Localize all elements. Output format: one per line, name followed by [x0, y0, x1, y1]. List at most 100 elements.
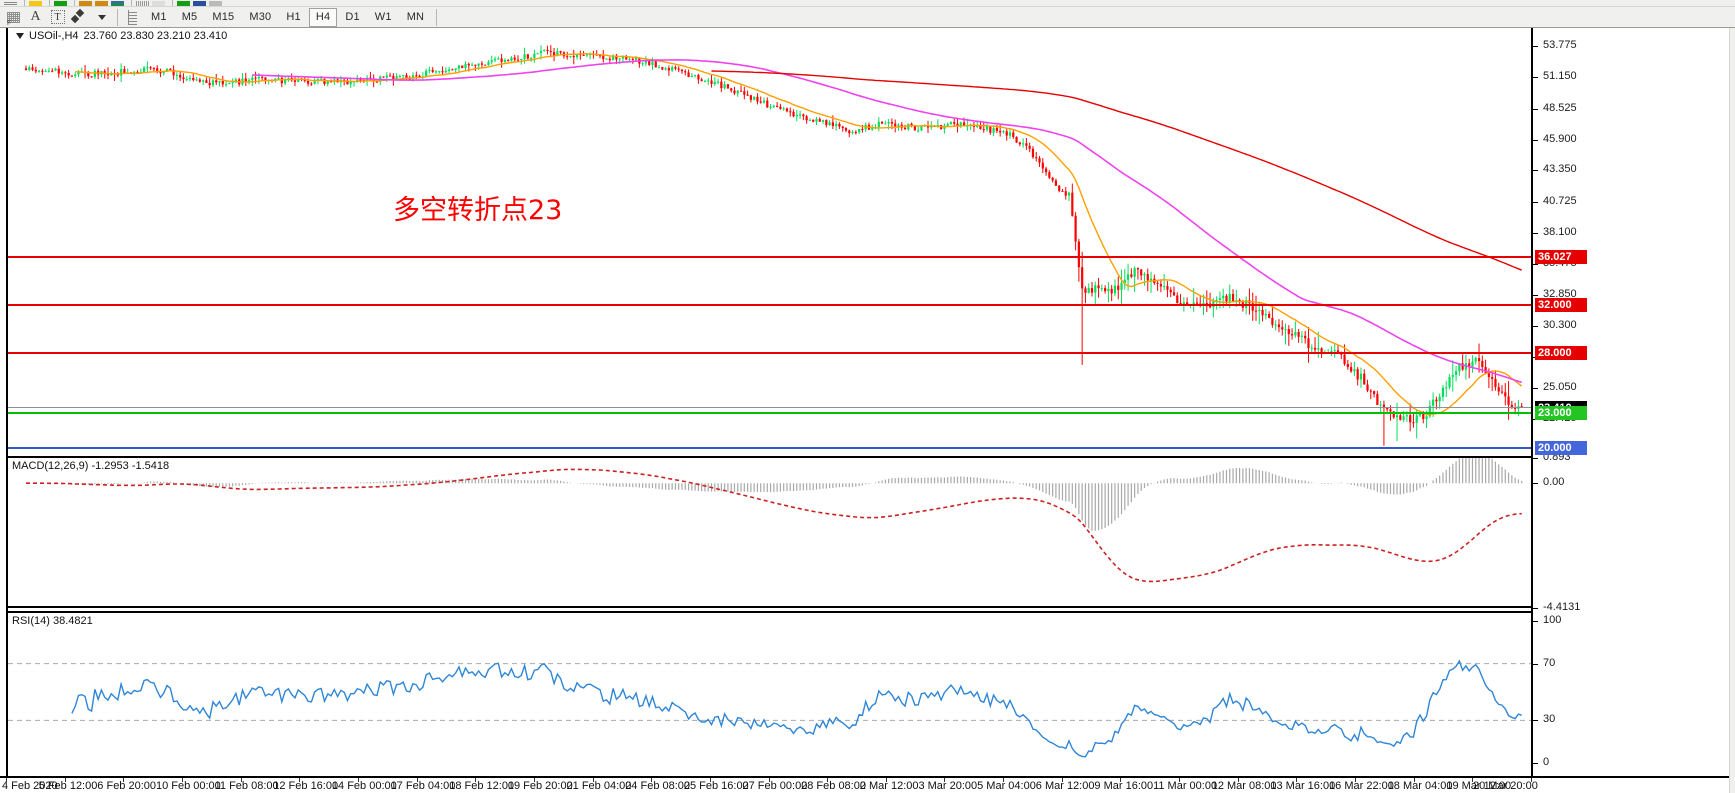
- time-axis-tick: [123, 778, 125, 782]
- timeframe-button-m15[interactable]: M15: [212, 11, 235, 23]
- macd-pane[interactable]: MACD(12,26,9) -1.2953 -1.5418: [8, 456, 1531, 608]
- timeframe-button-mn[interactable]: MN: [406, 11, 425, 23]
- time-axis-label: 16 Mar 22:00: [1329, 780, 1394, 792]
- price-tick-label: 32.850: [1543, 288, 1577, 301]
- time-axis-label: 18 Feb 12:00: [449, 780, 515, 792]
- price-tag-20-000[interactable]: 20.000: [1535, 441, 1587, 456]
- text-A-icon[interactable]: A: [30, 9, 41, 24]
- macd-tick-label: 0.00: [1543, 476, 1565, 489]
- price-tag-28-000[interactable]: 28.000: [1535, 346, 1587, 360]
- macd-tick-mark: [1533, 483, 1538, 485]
- level-line-36027[interactable]: [8, 256, 1531, 259]
- macd-tick-mark: [1533, 608, 1538, 609]
- rsi-tick-label: 70: [1543, 656, 1556, 669]
- time-axis-tick: [768, 778, 770, 782]
- symbol-label: USOil-,H4: [29, 30, 79, 42]
- time-axis[interactable]: 4 Feb 2020 5 Feb 12:00 6 Feb 20:00 10 Feb 0…: [0, 776, 1735, 793]
- grid-F-icon[interactable]: F: [3, 8, 24, 27]
- price-tick-mark: [1533, 170, 1538, 172]
- rsi-pane[interactable]: RSI(14) 38.4821: [8, 611, 1531, 771]
- rsi-tick-label: 100: [1543, 614, 1562, 626]
- toolbar-icon-indicator[interactable]: [193, 1, 206, 6]
- time-axis-tick: [827, 778, 829, 782]
- chart-annotation-text: 多空转折点23: [393, 195, 563, 226]
- timeframe-button-h4[interactable]: H4: [308, 7, 338, 27]
- chevron-down-icon[interactable]: [16, 33, 24, 39]
- time-axis-label: 13 Mar 16:00: [1270, 780, 1336, 792]
- price-tick-label: 51.150: [1543, 70, 1577, 83]
- level-line-20000[interactable]: [8, 447, 1531, 450]
- time-axis-tick: [1472, 778, 1474, 782]
- toolbar-icon-crosshair[interactable]: [4, 1, 17, 6]
- price-tick-mark: [1533, 77, 1538, 79]
- time-axis-label: 28 Feb 08:00: [801, 780, 866, 792]
- time-axis-tick: [1003, 778, 1005, 782]
- toolbar-icon-bars[interactable]: [54, 1, 67, 6]
- toolbar-icon-area[interactable]: [95, 1, 108, 6]
- period-separator-icon[interactable]: [122, 8, 143, 27]
- ma-short-orange: [75, 53, 1523, 416]
- price-tag-32-000[interactable]: 32.000: [1535, 298, 1587, 313]
- rsi-tick-mark: [1533, 763, 1538, 764]
- level-line-23000[interactable]: [8, 411, 1531, 414]
- timeframe-button-m1[interactable]: M1: [151, 11, 167, 23]
- price-tag-36-027[interactable]: 36.027: [1535, 250, 1587, 265]
- price-tick-mark: [1533, 108, 1538, 110]
- time-axis-tick: [6, 778, 7, 782]
- timeframe-button-d1[interactable]: D1: [345, 11, 360, 23]
- time-axis-label: 20 Mar 20:00: [1473, 780, 1538, 792]
- time-axis-tick: [1355, 778, 1357, 782]
- timeframe-button-h1[interactable]: H1: [286, 11, 301, 23]
- toolbar-icon-line[interactable]: [79, 1, 92, 6]
- timeframe-button-m5[interactable]: M5: [181, 11, 198, 23]
- macd-signal-line: [26, 468, 1522, 583]
- toolbar-icon-template[interactable]: [209, 1, 222, 6]
- rsi-tick-label: 0: [1543, 756, 1550, 768]
- text-label-icon[interactable]: T: [47, 8, 68, 27]
- timeframe-button-w1[interactable]: W1: [374, 11, 392, 23]
- time-axis-label: 3 Mar 20:00: [918, 780, 978, 792]
- ma-long-red: [711, 70, 1522, 271]
- toolbar-icon-cursor[interactable]: [29, 1, 42, 6]
- dropdown-caret-icon[interactable]: [91, 8, 112, 27]
- price-scale[interactable]: 53.775 51.150 48.525 45.900 43.350 40.725 38.1…: [1533, 28, 1735, 793]
- price-pane[interactable]: USOil-,H4 23.760 23.830 23.210 23.410 多空…: [8, 28, 1531, 453]
- objects-icon[interactable]: [69, 8, 90, 27]
- time-axis-tick: [1061, 778, 1063, 782]
- level-line-32000[interactable]: [8, 304, 1531, 307]
- price-tick-mark: [1533, 201, 1538, 203]
- time-axis-tick: [1120, 778, 1122, 782]
- time-axis-tick: [64, 778, 66, 782]
- rsi-title: RSI(14) 38.4821: [12, 615, 93, 627]
- vertical-scrollbar[interactable]: [1729, 28, 1735, 793]
- macd-series-svg: [26, 458, 1523, 583]
- toolbar-icon-grid[interactable]: [136, 1, 149, 6]
- time-axis-tick: [1531, 778, 1532, 782]
- price-tick-mark: [1533, 419, 1538, 421]
- plot-right-border: [1531, 28, 1533, 776]
- price-tag-23-000[interactable]: 23.000: [1535, 405, 1587, 420]
- time-axis-tick: [1413, 778, 1415, 782]
- time-axis-tick: [357, 778, 359, 782]
- level-line-28000[interactable]: [8, 352, 1531, 354]
- time-axis-tick: [944, 778, 946, 782]
- upper-toolbar-strip: [0, 0, 1735, 7]
- timeframe-button-m30[interactable]: M30: [249, 11, 272, 23]
- symbol-ohlc: 23.760 23.830 23.210 23.410: [83, 30, 228, 42]
- toolbar-icon-zoom[interactable]: [111, 1, 124, 6]
- toolbar-icon-ohlc[interactable]: [152, 1, 165, 6]
- price-series-svg: [24, 45, 1523, 446]
- time-axis-tick: [592, 778, 594, 782]
- time-axis-label: 10 Feb 00:00: [155, 780, 221, 792]
- toolbar-icon-candles[interactable]: [177, 1, 190, 6]
- rsi-tick-mark: [1533, 720, 1538, 722]
- time-axis-label: 19 Feb 20:00: [507, 780, 573, 792]
- time-axis-label: 9 Mar 16:00: [1094, 780, 1154, 792]
- time-axis-label: 19 Mar 12:00: [1446, 780, 1512, 792]
- time-axis-label: 6 Mar 12:00: [1035, 780, 1095, 792]
- symbol-bar[interactable]: USOil-,H4 23.760 23.830 23.210 23.410: [16, 30, 227, 42]
- price-tick-label: 40.725: [1543, 194, 1577, 207]
- macd-tick-mark: [1533, 458, 1538, 459]
- chart-canvas[interactable]: USOil-,H4 23.760 23.830 23.210 23.410 多空…: [0, 28, 1735, 793]
- time-axis-tick: [475, 778, 477, 782]
